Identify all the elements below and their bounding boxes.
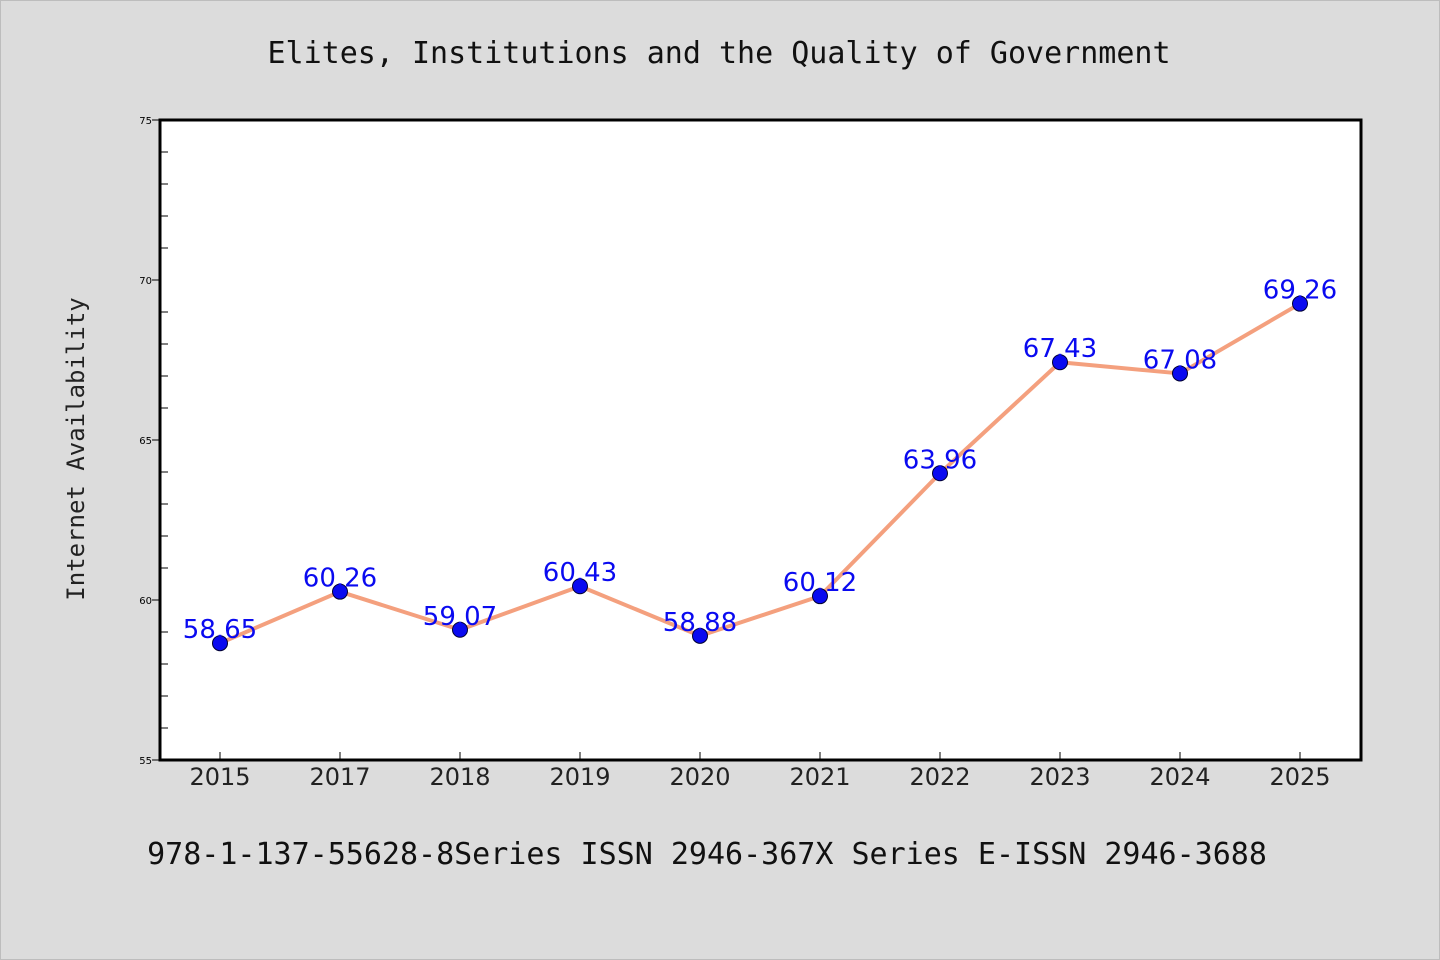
data-label: 58.88 (663, 608, 737, 638)
x-tick-label: 2015 (189, 763, 250, 791)
y-axis: 55 60 65 70 75 (139, 116, 168, 767)
x-axis: 2015 2017 2018 2019 2020 2021 2022 2023 2024 2025 (189, 752, 1331, 791)
x-tick-label: 2021 (789, 763, 850, 791)
x-tick-label: 2020 (669, 763, 730, 791)
data-point (1292, 295, 1308, 312)
data-point (1172, 365, 1188, 382)
chart-title: Elites, Institutions and the Quality of … (267, 36, 1170, 71)
data-point (692, 627, 708, 644)
data-label: 67.08 (1143, 345, 1217, 375)
x-tick-label: 2017 (309, 763, 370, 791)
footer-text: 978-1-137-55628-8Series ISSN 2946-367X S… (147, 837, 1267, 872)
x-tick-label: 2023 (1029, 763, 1090, 791)
y-axis-label: Internet Availability (62, 297, 90, 600)
y-tick-label: 55 (139, 756, 152, 767)
data-label: 69.26 (1263, 276, 1337, 306)
data-label: 58.65 (183, 615, 257, 645)
data-label: 67.43 (1023, 334, 1097, 364)
data-point (812, 588, 828, 605)
x-tick-label: 2019 (549, 763, 610, 791)
x-tick-label: 2024 (1149, 763, 1210, 791)
data-label: 63.96 (903, 445, 977, 475)
x-tick-label: 2025 (1269, 763, 1330, 791)
data-label: 60.12 (783, 568, 857, 598)
data-point (332, 583, 348, 600)
x-tick-label: 2022 (909, 763, 970, 791)
data-label: 60.43 (543, 558, 617, 588)
data-point (932, 465, 948, 482)
y-tick-label: 70 (139, 276, 152, 287)
y-tick-label: 75 (139, 116, 152, 127)
y-tick-label: 65 (139, 436, 152, 447)
series-line (219, 301, 1302, 646)
data-point (1052, 354, 1068, 371)
data-label: 59.07 (423, 602, 497, 632)
data-point (212, 635, 228, 652)
plot-area (158, 118, 1363, 762)
y-tick-label: 60 (139, 596, 152, 607)
data-point (452, 621, 468, 638)
data-point (572, 578, 588, 595)
data-label: 60.26 (303, 564, 377, 594)
series-line-group: 58.65 60.26 59.07 60.43 58.88 60.12 63.96 67.43… (183, 276, 1337, 652)
x-tick-label: 2018 (429, 763, 490, 791)
